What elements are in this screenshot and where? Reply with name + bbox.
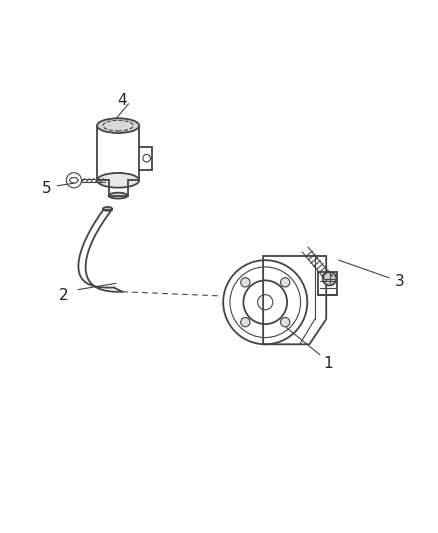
Ellipse shape bbox=[109, 192, 127, 199]
Text: 3: 3 bbox=[395, 274, 405, 289]
Ellipse shape bbox=[97, 173, 139, 188]
Circle shape bbox=[281, 278, 290, 287]
Circle shape bbox=[323, 272, 336, 285]
Circle shape bbox=[241, 318, 250, 327]
Ellipse shape bbox=[103, 207, 112, 211]
Circle shape bbox=[241, 278, 250, 287]
Circle shape bbox=[281, 318, 290, 327]
Ellipse shape bbox=[97, 118, 139, 133]
Text: 5: 5 bbox=[42, 181, 51, 196]
Text: 2: 2 bbox=[59, 288, 68, 303]
Text: 4: 4 bbox=[117, 93, 127, 108]
Bar bbox=[318, 271, 337, 295]
Text: 1: 1 bbox=[324, 356, 333, 371]
